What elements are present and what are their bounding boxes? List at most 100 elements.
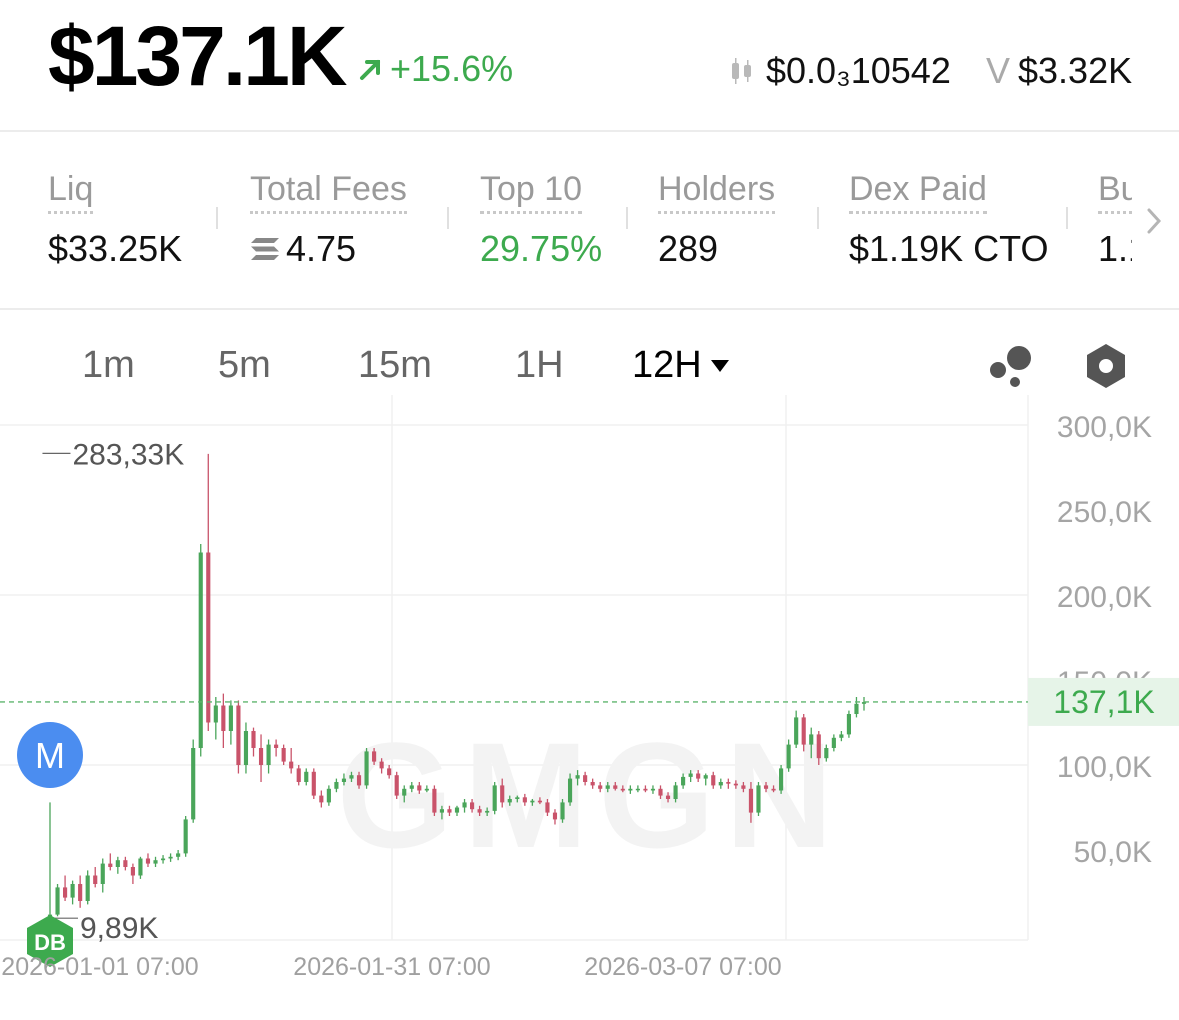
candle — [628, 785, 633, 794]
candle-body — [372, 751, 377, 762]
change-badge: +15.6% — [358, 48, 513, 90]
candle — [145, 853, 151, 867]
candle — [349, 771, 354, 782]
candle-body — [93, 875, 98, 884]
m-marker-icon — [17, 722, 83, 788]
candle — [500, 778, 505, 808]
candle — [55, 884, 60, 917]
candle — [447, 805, 452, 816]
candle — [718, 778, 723, 789]
candle-body — [500, 785, 505, 803]
candle-body — [711, 775, 716, 786]
candle — [485, 807, 490, 816]
tab-5m[interactable]: 5m — [218, 344, 271, 386]
settings-hex-icon[interactable] — [1084, 342, 1128, 390]
header: $137.1K +15.6% $0.0₃10542 V $3.32K — [0, 0, 1179, 132]
candle-body — [703, 775, 708, 779]
candle — [356, 771, 362, 789]
y-tick-label: 50,0K — [1074, 836, 1152, 869]
candle — [206, 453, 211, 731]
candle-body — [176, 853, 181, 857]
tab-12h[interactable]: 12H — [632, 344, 730, 387]
candle-body — [160, 858, 166, 861]
tab-1h[interactable]: 1H — [515, 344, 564, 386]
change-percent: +15.6% — [390, 48, 514, 89]
candle — [432, 785, 437, 816]
candle-body — [432, 788, 437, 813]
candle-body — [213, 705, 218, 723]
candle — [47, 802, 53, 918]
stat-total-fees[interactable]: Total Fees 4.75 — [250, 170, 407, 270]
chevron-right-icon[interactable] — [1144, 206, 1164, 236]
y-tick-label: 300,0K — [1057, 411, 1152, 444]
candle — [387, 765, 392, 779]
bubbles-icon[interactable] — [986, 344, 1036, 388]
divider — [1066, 207, 1068, 229]
token-price: $0.0₃10542 — [728, 50, 951, 92]
candle — [213, 697, 218, 740]
candle — [394, 771, 399, 799]
candle-body — [409, 785, 414, 789]
candle — [198, 544, 203, 757]
stat-liquidity[interactable]: Liq $33.25K — [48, 170, 182, 270]
db-marker-label: DB — [34, 930, 66, 955]
stat-top10[interactable]: Top 10 29.75% — [480, 170, 602, 270]
stat-value: 1.1 — [1098, 228, 1132, 269]
high-label: 283,33K — [72, 438, 184, 471]
candle-body — [522, 797, 527, 803]
candle-body — [251, 731, 256, 748]
candle-body — [447, 809, 452, 813]
caret-down-icon — [710, 359, 729, 372]
candlestick-chart[interactable]: GMGN 300,0K250,0K200,0K150,0K100,0K50,0K… — [0, 395, 1179, 1015]
candle — [748, 782, 754, 823]
candle-body — [326, 788, 331, 803]
candle — [733, 780, 738, 789]
candle-body — [741, 785, 746, 789]
candle-body — [824, 748, 829, 759]
candle — [560, 799, 565, 823]
candle-body — [861, 702, 867, 704]
stat-buys[interactable]: Bu 1.1 — [1098, 170, 1132, 270]
candle — [816, 731, 821, 765]
stat-dex-paid[interactable]: Dex Paid $1.19K CTO — [849, 170, 1048, 270]
candle — [424, 785, 429, 793]
candle-body — [364, 751, 369, 786]
candle-body — [470, 802, 475, 810]
stat-value: 29.75% — [480, 228, 603, 269]
candle-body — [439, 809, 444, 813]
candle — [176, 850, 181, 861]
price-chart[interactable]: GMGN 300,0K250,0K200,0K150,0K100,0K50,0K… — [0, 395, 1179, 1015]
candle — [673, 782, 678, 803]
candle — [183, 816, 188, 857]
current-price-label: 137,1K — [1053, 684, 1154, 720]
candle-body — [492, 785, 497, 811]
candle-body — [130, 867, 135, 876]
candle-body — [243, 731, 249, 765]
candle — [545, 799, 550, 816]
candle — [462, 799, 467, 813]
stat-holders[interactable]: Holders 289 — [658, 170, 776, 270]
candle — [311, 768, 316, 799]
candle — [771, 785, 776, 793]
candle — [236, 700, 241, 774]
candle-body — [613, 785, 618, 789]
candle — [861, 697, 867, 711]
candle-body — [123, 860, 128, 867]
candle — [266, 739, 271, 774]
candle-body — [485, 810, 490, 813]
candle — [643, 785, 648, 793]
candle — [153, 856, 158, 867]
candle — [696, 770, 701, 782]
candle-body — [650, 788, 656, 791]
candle-body — [55, 887, 60, 915]
candle — [439, 805, 444, 820]
candle — [605, 782, 610, 793]
volume: V $3.32K — [986, 50, 1132, 92]
stat-label: Bu — [1098, 170, 1132, 214]
tab-1m[interactable]: 1m — [82, 344, 135, 386]
candle — [93, 867, 98, 888]
candle — [492, 782, 497, 815]
stat-label: Dex Paid — [849, 170, 987, 214]
tab-15m[interactable]: 15m — [358, 344, 432, 386]
candle-body — [590, 782, 595, 786]
